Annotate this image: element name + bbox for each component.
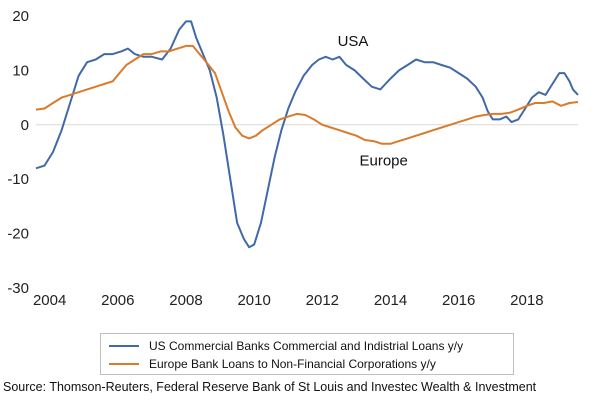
x-tick-label: 2016 — [442, 292, 475, 309]
y-tick-label: 0 — [21, 117, 29, 134]
y-tick-label: -10 — [7, 171, 29, 188]
y-axis-ticks: 20 10 0 -10 -20 -30 — [7, 8, 29, 297]
x-tick-label: 2010 — [237, 292, 270, 309]
europe-series-line — [35, 44, 579, 145]
legend-swatch-usa — [109, 345, 139, 347]
legend-item-usa: US Commercial Banks Commercial and Indis… — [109, 337, 463, 355]
legend-label-europe: Europe Bank Loans to Non-Financial Corpo… — [149, 357, 436, 371]
x-tick-label: 2014 — [374, 292, 407, 309]
legend-label-usa: US Commercial Banks Commercial and Indis… — [149, 339, 464, 353]
annotation-europe: Europe — [360, 153, 408, 170]
x-tick-label: 2008 — [169, 292, 202, 309]
chart-legend: US Commercial Banks Commercial and Indis… — [100, 333, 514, 375]
legend-item-europe: Europe Bank Loans to Non-Financial Corpo… — [109, 355, 436, 373]
x-tick-label: 2004 — [33, 292, 66, 309]
x-tick-label: 2006 — [101, 292, 134, 309]
usa-series-line — [35, 20, 579, 249]
x-tick-label: 2012 — [306, 292, 339, 309]
source-note: Source: Thomson-Reuters, Federal Reserve… — [3, 380, 537, 394]
y-tick-label: 10 — [12, 62, 29, 79]
y-tick-label: -30 — [7, 280, 29, 297]
series-group — [35, 20, 579, 249]
y-tick-label: 20 — [12, 8, 29, 25]
x-axis-ticks: 2004 2006 2008 2010 2012 2014 2016 2018 — [33, 292, 544, 309]
x-tick-label: 2018 — [510, 292, 543, 309]
annotation-usa: USA — [338, 33, 369, 50]
legend-swatch-europe — [109, 363, 139, 365]
chart-annotations: USA Europe — [338, 33, 408, 170]
y-tick-label: -20 — [7, 226, 29, 243]
